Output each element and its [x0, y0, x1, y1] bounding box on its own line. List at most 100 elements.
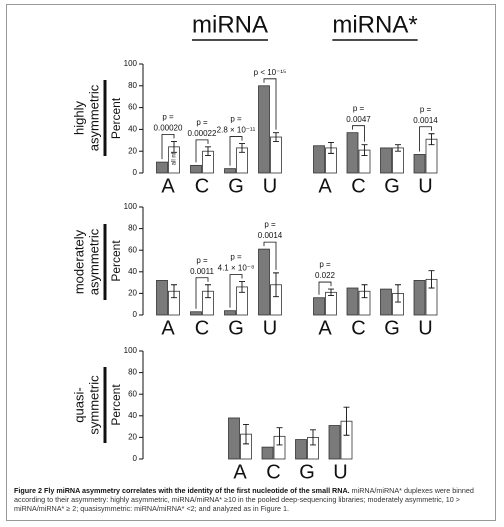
bar [261, 446, 274, 460]
bar-note: all nt [172, 152, 178, 165]
y-tick-label: 20 [128, 289, 137, 298]
y-tick-label: 20 [128, 433, 137, 442]
p-value: p = [162, 112, 174, 121]
y-tick-label: 40 [128, 125, 137, 134]
bracket [318, 281, 332, 295]
bar [346, 287, 359, 316]
bracket [229, 136, 243, 166]
x-tick-label: C [266, 461, 280, 483]
bar [380, 147, 392, 174]
row-label: asymmetric [86, 84, 101, 151]
bar [224, 310, 236, 316]
bracket [161, 133, 175, 160]
column-title: miRNA [192, 11, 268, 38]
bracket [195, 139, 209, 163]
y-tick-label: 80 [128, 368, 137, 377]
y-tick-label: 80 [128, 81, 137, 90]
column-title: miRNA* [332, 11, 417, 38]
p-value: 2.8 × 10⁻¹¹ [217, 126, 256, 135]
p-value: p = [230, 253, 242, 262]
bar [156, 280, 168, 316]
bar [156, 161, 168, 174]
y-tick-label: 0 [133, 168, 138, 177]
y-tick-label: 40 [128, 267, 137, 276]
row-label: quasi- [71, 387, 86, 422]
error-bar [310, 429, 316, 446]
x-tick-label: U [418, 317, 432, 339]
error-bar [328, 142, 334, 154]
error-bar [243, 423, 249, 445]
p-value: 0.0014 [413, 116, 438, 125]
bar [413, 280, 426, 316]
error-bar [328, 288, 334, 297]
bar [190, 311, 202, 316]
x-tick-label: C [195, 175, 209, 197]
error-bar [428, 133, 435, 146]
bar [346, 132, 359, 174]
error-bar [273, 272, 279, 298]
y-tick-label: 100 [124, 59, 138, 68]
x-tick-label: C [195, 317, 209, 339]
p-value: p = [196, 118, 208, 127]
y-tick-label: 40 [128, 411, 137, 420]
bar [190, 164, 202, 174]
x-tick-label: G [228, 317, 244, 339]
p-value: 0.00022 [188, 129, 217, 138]
error-bar [171, 140, 177, 153]
bracket [263, 241, 277, 270]
x-tick-label: G [384, 175, 400, 197]
bar [258, 85, 270, 174]
error-bar [205, 284, 211, 299]
bracket [263, 78, 277, 130]
error-bar [239, 143, 245, 153]
p-value: p = [319, 260, 331, 269]
figure-frame [6, 4, 496, 521]
bar [258, 248, 270, 316]
bracket [352, 125, 365, 142]
row-label: symmetric [86, 375, 101, 435]
row-label: asymmetric [86, 228, 101, 295]
y-axis-label: Percent [109, 384, 123, 426]
caption-label: Figure 2 [14, 486, 42, 495]
bracket [229, 274, 243, 308]
error-bar [276, 427, 283, 446]
p-value: 0.0047 [346, 115, 371, 124]
bar [270, 136, 282, 174]
y-tick-label: 20 [128, 146, 137, 155]
p-value: 0.0014 [258, 231, 283, 240]
p-value: p = [420, 105, 432, 114]
bar [313, 145, 325, 174]
x-tick-label: U [418, 175, 432, 197]
x-tick-label: A [318, 175, 332, 197]
y-tick-label: 100 [124, 202, 138, 211]
error-bar [343, 406, 350, 436]
y-tick-label: 60 [128, 103, 137, 112]
row-label: moderately [71, 229, 86, 294]
y-tick-label: 80 [128, 224, 137, 233]
error-bar [361, 284, 368, 299]
y-tick-label: 60 [128, 245, 137, 254]
error-bar [428, 270, 435, 289]
error-bar [361, 144, 368, 157]
y-axis-label: Percent [109, 240, 123, 282]
x-tick-label: A [161, 175, 175, 197]
p-value: p = [230, 115, 242, 124]
p-value: p = [264, 220, 276, 229]
p-value: p = [353, 104, 365, 113]
caption-text: miRNA/miRNA* duplexes were binned accord… [14, 486, 474, 513]
error-bar [239, 281, 245, 293]
x-tick-label: G [228, 175, 244, 197]
p-value: 0.0011 [190, 267, 214, 276]
x-tick-label: U [263, 317, 277, 339]
x-tick-label: U [333, 461, 347, 483]
bar [392, 147, 404, 174]
p-value: p < 10⁻¹⁵ [254, 68, 287, 77]
caption: Figure 2 Fly miRNA asymmetry correlates … [14, 486, 492, 513]
x-tick-label: C [351, 317, 365, 339]
x-tick-label: A [318, 317, 332, 339]
bar [328, 425, 341, 460]
y-axis-label: Percent [109, 97, 123, 139]
y-tick-label: 0 [133, 454, 138, 463]
p-value: 0.022 [315, 271, 336, 280]
x-tick-label: G [299, 461, 315, 483]
